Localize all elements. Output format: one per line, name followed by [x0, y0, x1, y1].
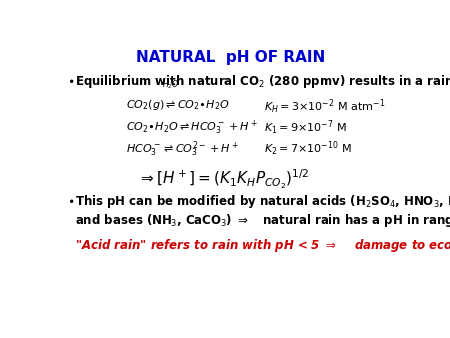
Text: NATURAL  pH OF RAIN: NATURAL pH OF RAIN [136, 50, 325, 65]
Text: $\mathit{CO_2(g)}\rightleftharpoons\mathit{CO_2{\bullet}H_2O}$: $\mathit{CO_2(g)}\rightleftharpoons\math… [126, 98, 230, 112]
Text: $\mathit{K_2}=7{\times}10^{-10}\ \mathrm{M}$: $\mathit{K_2}=7{\times}10^{-10}\ \mathrm… [264, 140, 351, 158]
Text: $\Rightarrow[H^+]=(K_1K_HP_{CO_2})^{1/2}$: $\Rightarrow[H^+]=(K_1K_HP_{CO_2})^{1/2}… [138, 168, 310, 191]
Text: $\bullet$: $\bullet$ [67, 193, 74, 206]
Text: Equilibrium with natural CO$_2$ (280 ppmv) results in a rain pH of 5.7:: Equilibrium with natural CO$_2$ (280 ppm… [76, 73, 450, 90]
Text: $\mathit{H_2O}$: $\mathit{H_2O}$ [162, 78, 179, 91]
Text: and bases (NH$_3$, CaCO$_3$) $\Rightarrow$   natural rain has a pH in range 5-7: and bases (NH$_3$, CaCO$_3$) $\Rightarro… [76, 212, 450, 229]
Text: $\bullet$: $\bullet$ [67, 73, 74, 86]
Text: This pH can be modified by natural acids (H$_2$SO$_4$, HNO$_3$, RCOOH...): This pH can be modified by natural acids… [76, 193, 450, 210]
Text: "Acid rain" refers to rain with pH < 5 $\Rightarrow$    damage to ecosystems: "Acid rain" refers to rain with pH < 5 $… [76, 237, 450, 254]
Text: $\mathit{CO_2{\bullet}H_2O}\rightleftharpoons\mathit{HCO_3^-+H^+}$: $\mathit{CO_2{\bullet}H_2O}\rightlefthar… [126, 119, 258, 137]
Text: $\mathit{K_H}=3{\times}10^{-2}\ \mathrm{M\ atm^{-1}}$: $\mathit{K_H}=3{\times}10^{-2}\ \mathrm{… [264, 98, 385, 116]
Text: $\mathit{K_1}=9{\times}10^{-7}\ \mathrm{M}$: $\mathit{K_1}=9{\times}10^{-7}\ \mathrm{… [264, 119, 346, 137]
Text: $\mathit{HCO_3^-}\rightleftharpoons\mathit{CO_3^{2-}+H^+}$: $\mathit{HCO_3^-}\rightleftharpoons\math… [126, 140, 239, 159]
